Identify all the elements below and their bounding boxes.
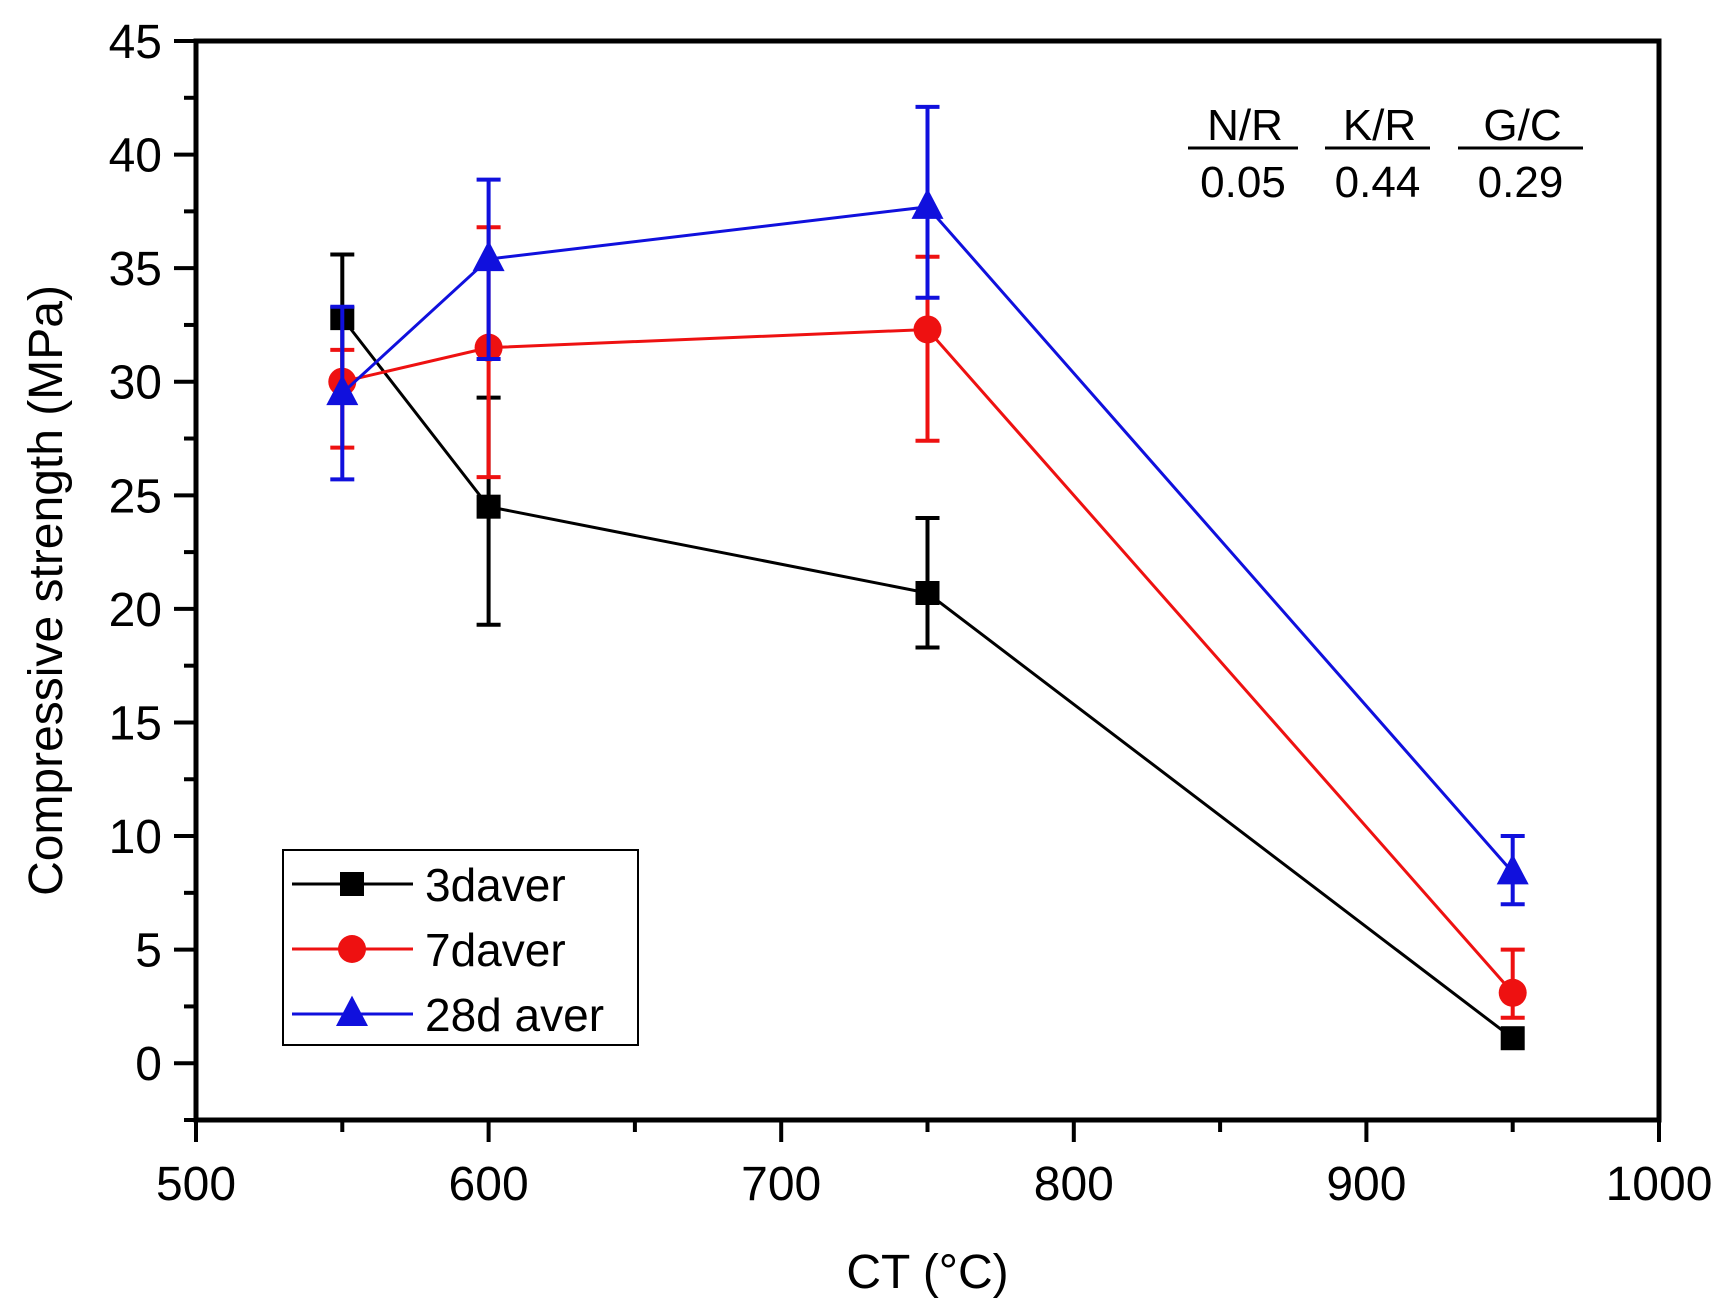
series-line	[341, 317, 1514, 1040]
annotation-n-r: N/R 0.05	[1188, 101, 1298, 207]
y-tick-label: 5	[135, 925, 162, 978]
x-tick-label: 600	[449, 1158, 529, 1211]
series-28d-aver	[326, 104, 1529, 907]
annotation-label: G/C	[1483, 101, 1561, 150]
y-tick-label: 35	[109, 243, 162, 296]
triangle-marker	[326, 374, 359, 406]
y-tick-label: 0	[135, 1038, 162, 1091]
square-marker	[340, 872, 364, 896]
square-marker	[915, 580, 940, 605]
circle-marker	[1498, 978, 1527, 1007]
triangle-marker	[1496, 853, 1529, 885]
triangle-marker	[472, 240, 505, 272]
series-line	[341, 327, 1514, 994]
legend-item: 7daver	[292, 924, 566, 976]
legend-label: 28d aver	[425, 989, 604, 1041]
y-tick-label: 25	[109, 470, 162, 523]
y-tick-label: 30	[109, 357, 162, 410]
triangle-marker	[336, 995, 368, 1026]
y-axis-title: Compressive strength (MPa)	[20, 285, 73, 896]
annotation-value: 0.05	[1200, 158, 1286, 207]
square-marker	[476, 494, 501, 519]
x-tick-label: 700	[741, 1158, 821, 1211]
legend-item: 3daver	[292, 859, 566, 911]
annotation-value: 0.29	[1478, 158, 1564, 207]
legend-label: 3daver	[425, 859, 566, 911]
legend-label: 7daver	[425, 924, 566, 976]
annotation-label: K/R	[1343, 101, 1416, 150]
x-tick-label: 500	[156, 1158, 236, 1211]
triangle-marker	[911, 188, 944, 219]
square-marker	[1500, 1026, 1525, 1051]
composition-annotations: N/R 0.05 K/R 0.44 G/C 0.29	[1188, 101, 1583, 207]
x-tick-label: 800	[1034, 1158, 1114, 1211]
annotation-g-c: G/C 0.29	[1458, 101, 1583, 207]
annotation-label: N/R	[1207, 101, 1283, 150]
annotation-value: 0.44	[1335, 158, 1421, 207]
y-tick-label: 40	[109, 130, 162, 183]
y-tick-label: 45	[109, 16, 162, 69]
series-layer	[326, 104, 1529, 1051]
y-tick-label: 15	[109, 697, 162, 750]
annotation-k-r: K/R 0.44	[1325, 101, 1430, 207]
y-tick-label: 10	[109, 811, 162, 864]
x-axis-title: CT (°C)	[846, 1246, 1008, 1299]
circle-marker	[913, 315, 942, 344]
x-tick-label: 900	[1326, 1158, 1406, 1211]
x-tick-label: 1000	[1606, 1158, 1713, 1211]
circle-marker	[338, 935, 366, 963]
plot-frame	[193, 38, 1662, 1123]
series-line	[341, 205, 1514, 874]
legend-item: 28d aver	[292, 989, 604, 1041]
y-tick-label: 20	[109, 584, 162, 637]
legend: 3daver 7daver 28d aver	[282, 849, 639, 1046]
axis-ticks: 0 5 10 15 20 25 30 35 40 45 500 600 700 800 900 1000	[109, 16, 1713, 1211]
